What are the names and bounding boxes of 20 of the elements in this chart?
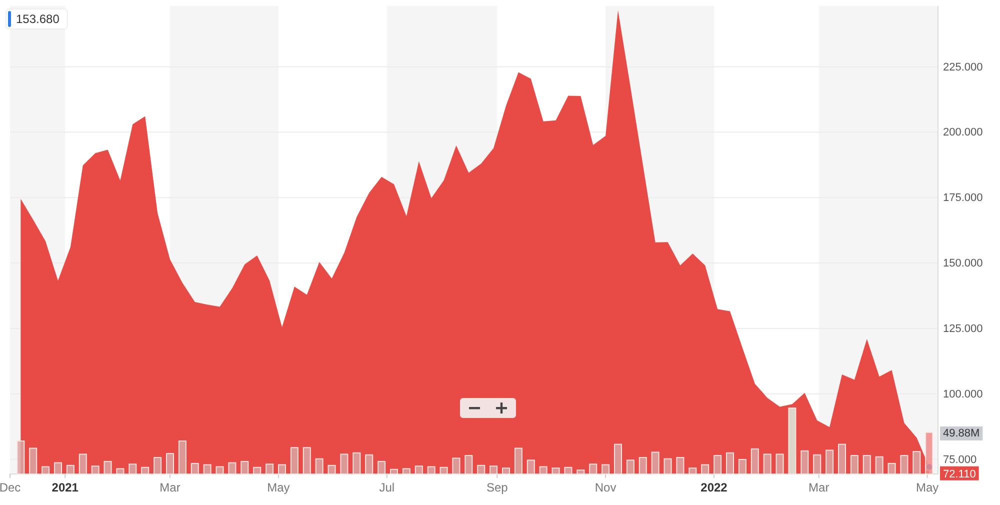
y-tick-label: 225.000 — [943, 61, 983, 74]
x-tick-label: Mar — [160, 480, 180, 495]
x-tick-label: 2022 — [700, 480, 728, 495]
x-tick-label: Mar — [808, 480, 830, 495]
text: 49.88M — [943, 427, 980, 440]
x-tick-label: May — [916, 480, 939, 495]
annotation: 72.110 — [943, 468, 976, 480]
y-tick-label: 125.000 — [943, 322, 983, 335]
x-tick-label: Dec — [0, 480, 21, 495]
annotation: 153.680 — [16, 12, 60, 26]
y-tick-label: 200.000 — [943, 126, 983, 139]
y-tick-label: 150.000 — [943, 258, 983, 270]
x-tick-label: Jul — [379, 480, 395, 495]
y-tick-label: 75.000 — [943, 454, 977, 466]
x-tick-label: 2021 — [52, 480, 79, 495]
x-tick-label: Nov — [594, 480, 616, 495]
y-tick-label: 100.000 — [943, 388, 983, 400]
x-tick-label: Sep — [486, 480, 508, 495]
x-tick-label: May — [267, 480, 290, 495]
y-tick-label: 175.000 — [943, 192, 983, 204]
